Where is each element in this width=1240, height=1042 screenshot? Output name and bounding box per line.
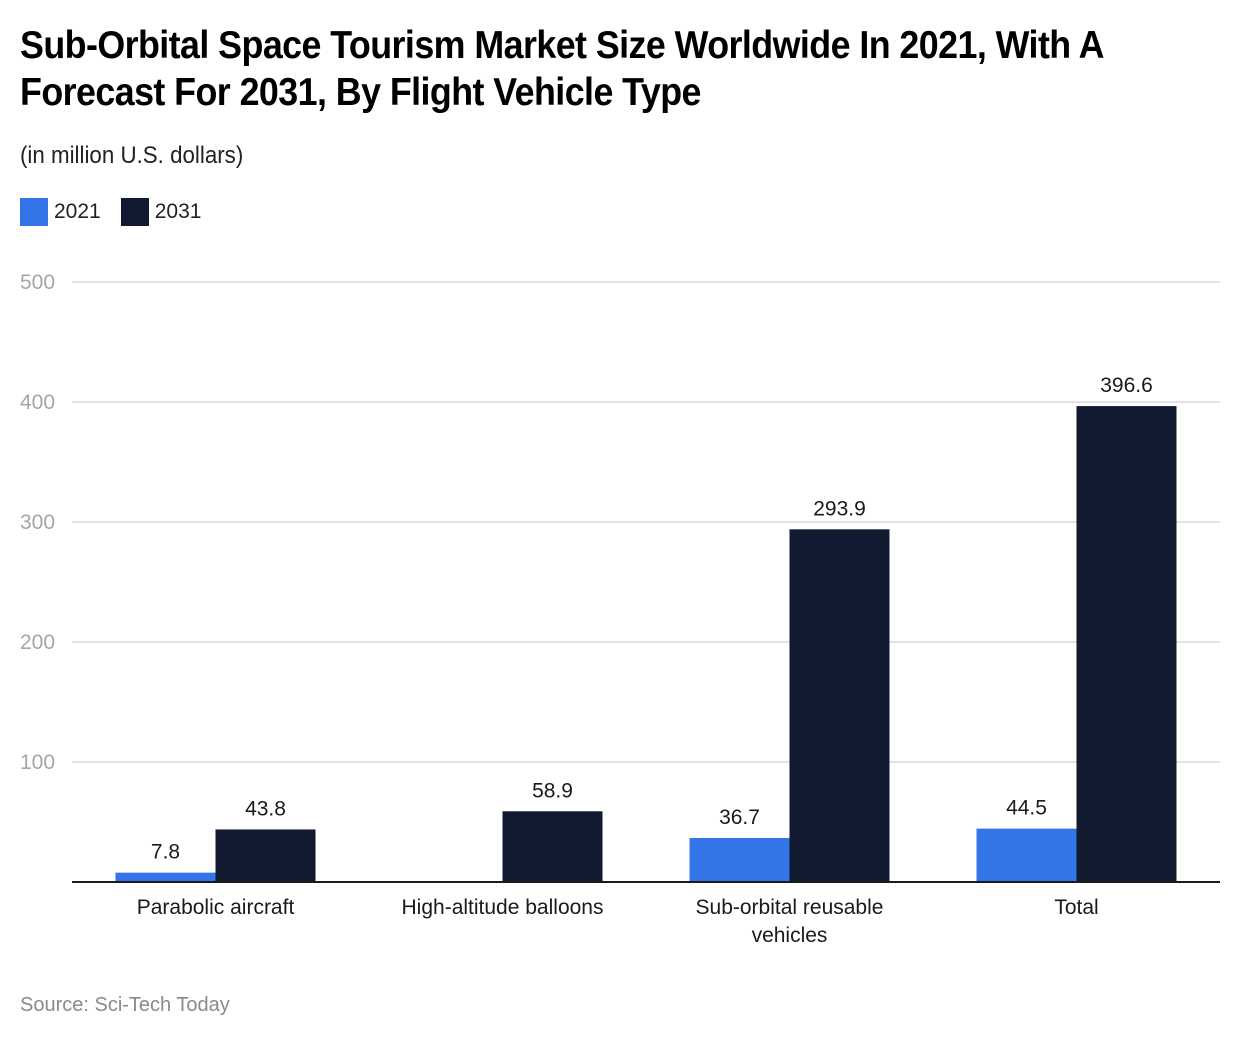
category-label: Parabolic aircraft (137, 896, 295, 919)
legend-label: 2021 (54, 200, 101, 223)
y-tick-label: 400 (20, 391, 55, 414)
value-label: 396.6 (1100, 374, 1153, 397)
bar-2031 (1076, 406, 1177, 882)
legend-item-2021: 2021 (20, 198, 101, 226)
y-tick-label: 500 (20, 271, 55, 294)
y-tick-label: 300 (20, 511, 55, 534)
legend: 2021 2031 (20, 198, 221, 226)
value-label: 293.9 (813, 497, 866, 520)
source-note: Source: Sci-Tech Today (20, 994, 230, 1016)
legend-swatch-2031 (120, 198, 149, 226)
bar-2031 (502, 811, 603, 882)
bar-2021 (115, 872, 216, 882)
value-label: 7.8 (151, 841, 180, 864)
category-label: Sub-orbital reusable (696, 896, 884, 919)
value-label: 44.5 (1006, 797, 1047, 820)
value-label: 36.7 (719, 806, 760, 829)
y-tick-label: 200 (20, 631, 55, 654)
bar-2031 (789, 529, 890, 882)
y-tick-label: 100 (20, 751, 55, 774)
chart-subtitle: (in million U.S. dollars) (20, 142, 244, 169)
bars (115, 406, 1177, 882)
category-label: High-altitude balloons (402, 896, 604, 919)
bar-2021 (689, 837, 790, 882)
legend-item-2031: 2031 (120, 198, 202, 226)
y-axis-ticks: 100 200 300 400 500 (20, 271, 55, 774)
gridlines (72, 281, 1220, 763)
value-label: 58.9 (532, 779, 573, 802)
category-label: vehicles (752, 924, 828, 947)
legend-label: 2031 (154, 200, 202, 223)
chart-title: Sub-Orbital Space Tourism Market Size Wo… (20, 24, 1103, 114)
bar-2021 (976, 828, 1077, 882)
x-axis-category-labels: Parabolic aircraft High-altitude balloons… (137, 896, 1099, 947)
legend-swatch-2021 (20, 198, 48, 226)
category-label: Total (1054, 896, 1098, 919)
value-label: 43.8 (245, 797, 286, 820)
value-labels: 7.8 43.8 58.9 36.7 293.9 44.5 396.6 (151, 374, 1153, 864)
bar-2031 (215, 829, 316, 882)
